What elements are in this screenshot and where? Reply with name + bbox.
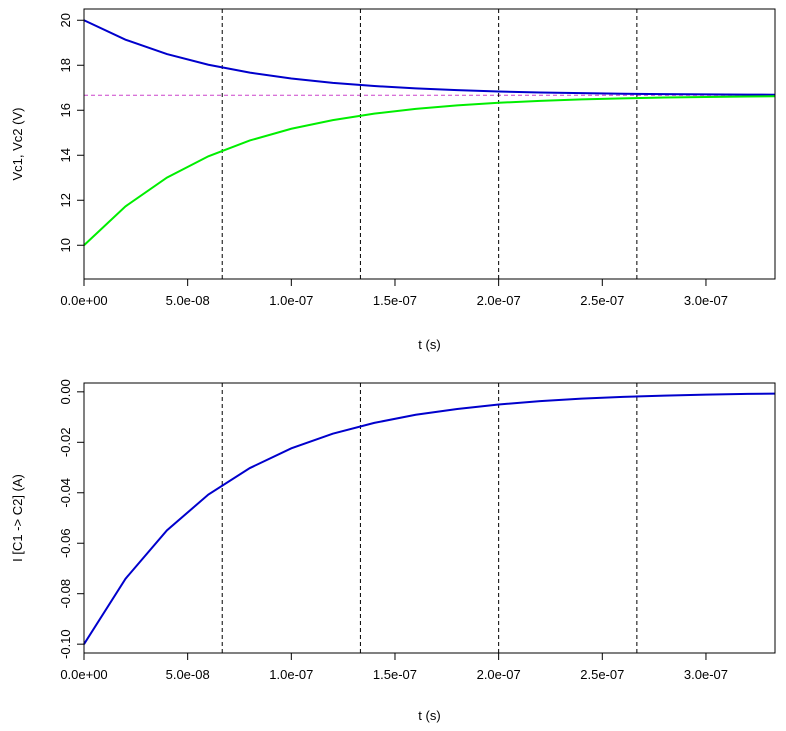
y-tick-label: -0.04 bbox=[58, 478, 73, 508]
x-tick-label: 2.5e-07 bbox=[580, 667, 624, 682]
y-axis-label: Vc1, Vc2 (V) bbox=[10, 108, 25, 181]
x-tick-label: 3.0e-07 bbox=[684, 667, 728, 682]
x-tick-label: 0.0e+00 bbox=[60, 667, 107, 682]
x-tick-label: 5.0e-08 bbox=[166, 293, 210, 308]
x-tick-label: 1.0e-07 bbox=[269, 293, 313, 308]
y-tick-label: 0.00 bbox=[58, 379, 73, 404]
y-tick-label: -0.06 bbox=[58, 528, 73, 558]
chart-panel-2: 0.0e+00 5.0e-08 1.0e-07 1.5e-07 2.0e-07 2.5e-… bbox=[10, 379, 776, 723]
y-tick-label: 16 bbox=[58, 103, 73, 117]
y-tick-label: 12 bbox=[58, 193, 73, 207]
y-tick-label: 14 bbox=[58, 148, 73, 162]
y-tick-label: -0.02 bbox=[58, 427, 73, 457]
chart-panel-1: 0.0e+00 5.0e-08 1.0e-07 1.5e-07 2.0e-07 2.5e-… bbox=[10, 8, 776, 352]
x-tick-label: 2.0e-07 bbox=[477, 293, 521, 308]
x-tick-label: 0.0e+00 bbox=[60, 293, 107, 308]
x-tick-label: 3.0e-07 bbox=[684, 293, 728, 308]
x-axis-label: t (s) bbox=[418, 708, 440, 723]
x-tick-label: 5.0e-08 bbox=[166, 667, 210, 682]
x-tick-label: 2.5e-07 bbox=[580, 293, 624, 308]
y-tick-label: -0.10 bbox=[58, 629, 73, 659]
x-tick-label: 1.5e-07 bbox=[373, 293, 417, 308]
y-tick-label: 10 bbox=[58, 238, 73, 252]
plot-frame bbox=[83, 382, 776, 654]
series-line-1 bbox=[83, 19, 776, 96]
x-tick-label: 1.5e-07 bbox=[373, 667, 417, 682]
y-tick-label: -0.08 bbox=[58, 579, 73, 609]
y-axis-label: I [C1 -> C2] (A) bbox=[10, 474, 25, 562]
series-line-1 bbox=[83, 392, 776, 645]
series-line-2 bbox=[83, 95, 776, 246]
x-tick-label: 2.0e-07 bbox=[477, 667, 521, 682]
plot-frame bbox=[83, 8, 776, 280]
y-tick-label: 18 bbox=[58, 58, 73, 72]
y-tick-label: 20 bbox=[58, 13, 73, 27]
x-tick-label: 1.0e-07 bbox=[269, 667, 313, 682]
x-axis-label: t (s) bbox=[418, 337, 440, 352]
